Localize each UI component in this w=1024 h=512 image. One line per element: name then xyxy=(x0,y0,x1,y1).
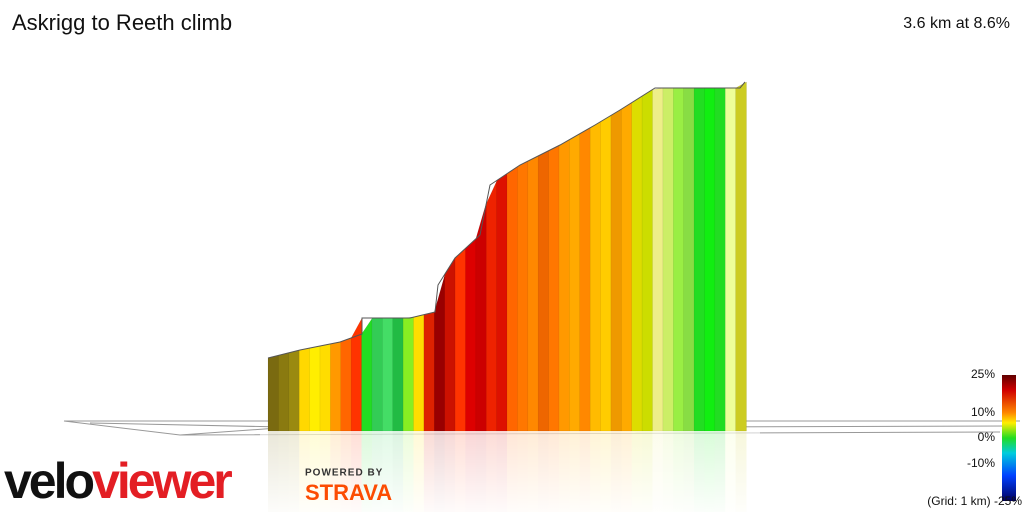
profile-strip xyxy=(641,88,654,432)
profile-strip xyxy=(537,150,550,432)
logo-part: viewer xyxy=(92,453,232,509)
profile-strip xyxy=(402,316,415,432)
profile-strip xyxy=(371,317,384,432)
profile-strip xyxy=(319,343,332,432)
profile-strip xyxy=(735,81,747,432)
profile-strip xyxy=(673,87,685,432)
profile-strip xyxy=(693,87,706,432)
profile-strip xyxy=(558,138,571,432)
profile-edge xyxy=(267,81,746,359)
profile-strip xyxy=(361,317,373,432)
profile-strip xyxy=(288,349,300,432)
legend-label: 0% xyxy=(978,430,996,444)
title: Askrigg to Reeth climb xyxy=(12,10,232,35)
profile-strip xyxy=(652,87,664,432)
logo-part: velo xyxy=(4,453,94,509)
profile-strip xyxy=(600,114,612,432)
profile-strip xyxy=(610,108,623,432)
profile-strip xyxy=(548,144,560,432)
profile-strip xyxy=(662,87,675,432)
profile-strip xyxy=(340,337,352,432)
profile-strip xyxy=(330,341,342,432)
legend-label: 10% xyxy=(971,405,995,419)
profile-strip xyxy=(724,87,737,432)
grid-note-text: (Grid: 1 km) xyxy=(927,494,990,508)
profile-strip xyxy=(485,180,498,432)
elevation-profile xyxy=(267,81,747,432)
profile-strip xyxy=(714,87,726,432)
profile-strip xyxy=(434,273,446,432)
grid-note: (Grid: 1 km) -25% xyxy=(927,494,1022,508)
profile-strip xyxy=(506,165,519,432)
profile-strip xyxy=(683,87,695,432)
profile-strip xyxy=(496,172,508,432)
profile-strip xyxy=(621,101,633,432)
profile-strip xyxy=(631,95,643,432)
profile-strip xyxy=(413,314,425,432)
profile-strip xyxy=(382,317,394,432)
summary: 3.6 km at 8.6% xyxy=(903,15,1010,32)
profile-strip xyxy=(704,87,716,432)
reflection-fade xyxy=(260,431,760,512)
profile-strip xyxy=(517,160,529,432)
profile-strip xyxy=(444,256,456,432)
profile-strip xyxy=(278,352,290,432)
profile-strip xyxy=(267,354,280,432)
profile-strip xyxy=(475,201,487,432)
profile-strip xyxy=(527,155,539,432)
profile-strip xyxy=(465,237,477,432)
profile-strip xyxy=(423,311,436,432)
profile-strip xyxy=(454,247,467,432)
gradient-legend-bar xyxy=(1002,375,1016,501)
profile-strip xyxy=(579,127,591,432)
profile-strip xyxy=(298,347,311,432)
legend-label: -25% xyxy=(994,494,1022,508)
profile-strip xyxy=(392,317,404,432)
profile-strip xyxy=(569,133,581,432)
logo: veloviewer xyxy=(4,453,232,509)
profile-strip xyxy=(589,120,602,432)
profile-strip xyxy=(309,345,321,432)
legend-label: -10% xyxy=(967,456,995,470)
legend-label: 25% xyxy=(971,367,995,381)
strava-logo: STRAVA xyxy=(305,480,392,505)
powered-by: POWERED BY xyxy=(305,468,383,479)
